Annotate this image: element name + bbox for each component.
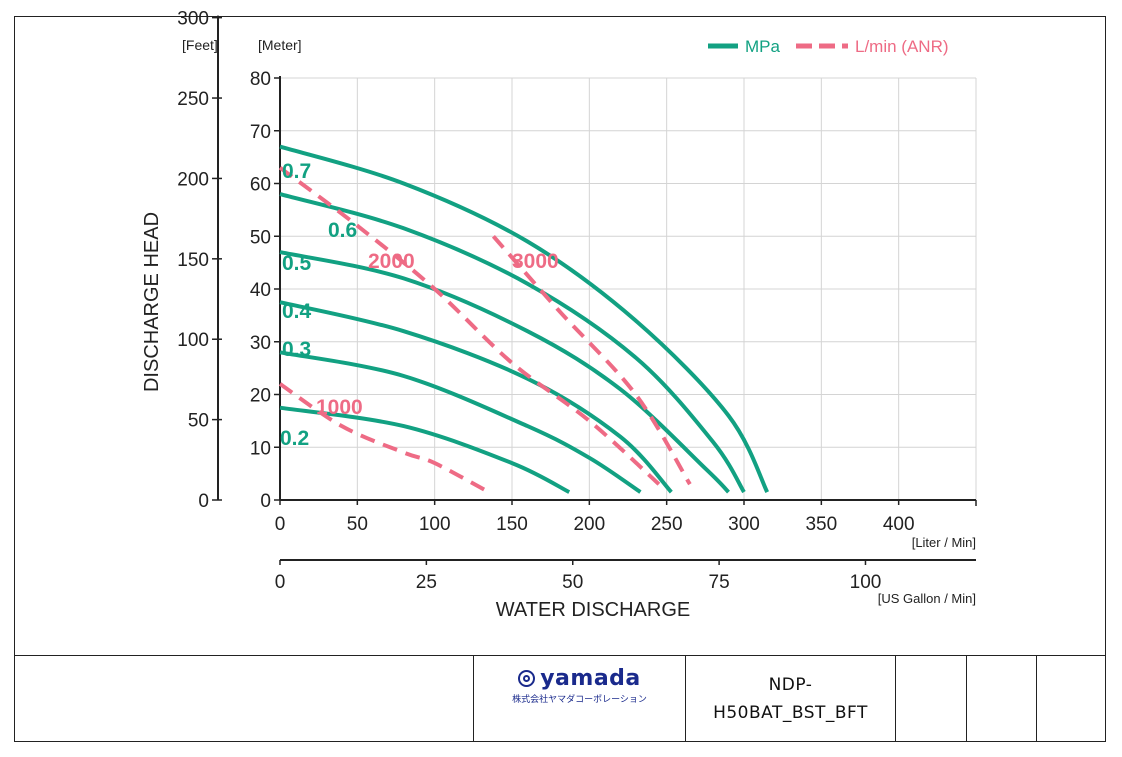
curve-label-0.5: 0.5	[282, 252, 312, 275]
anr-curve-3000	[491, 234, 692, 486]
legend-anr-label: L/min (ANR)	[855, 37, 949, 56]
x-tick-label-gallon: 25	[416, 572, 437, 593]
y-tick-label-feet: 0	[198, 491, 209, 512]
x-tick-label-gallon: 0	[275, 572, 286, 593]
y-tick-label-feet: 50	[188, 411, 209, 432]
mpa-curve-0.7	[279, 144, 770, 493]
chart-grid	[280, 77, 977, 500]
curve-label-1000: 1000	[316, 396, 363, 419]
y-tick-label-feet: 200	[177, 169, 209, 190]
drawing-frame	[14, 16, 1106, 742]
y-unit-meter: [Meter]	[258, 37, 302, 53]
title-block-cell-5	[1036, 656, 1106, 742]
title-block: yamada 株式会社ヤマダコーポレーション NDP- H50BAT_BST_B…	[14, 655, 1106, 742]
y-tick-label-meter: 10	[250, 438, 271, 459]
y-tick-label-meter: 70	[250, 122, 271, 143]
anr-curve-1000	[278, 382, 490, 494]
y-unit-feet: [Feet]	[182, 37, 218, 53]
x-unit-liter: [Liter / Min]	[912, 535, 976, 550]
x-tick-label-liter: 0	[275, 514, 286, 535]
model-number-cell: NDP- H50BAT_BST_BFT	[685, 656, 895, 742]
chart-legend: MPa L/min (ANR)	[708, 37, 949, 56]
legend-mpa-label: MPa	[745, 37, 781, 56]
mpa-curve-0.4	[279, 300, 673, 494]
x-tick-label-liter: 100	[419, 514, 451, 535]
y-tick-label-feet: 300	[177, 9, 209, 30]
logo-text: yamada	[540, 666, 641, 691]
curve-label-0.6: 0.6	[328, 219, 357, 242]
y-tick-label-meter: 40	[250, 280, 271, 301]
curve-label-0.3: 0.3	[282, 338, 311, 361]
x-tick-label-liter: 400	[883, 514, 915, 535]
y-tick-label-meter: 0	[260, 491, 271, 512]
y-tick-label-meter: 80	[250, 69, 271, 90]
logo-subtext: 株式会社ヤマダコーポレーション	[512, 694, 647, 704]
model-line-2: H50BAT_BST_BFT	[713, 703, 868, 723]
yamada-logo: yamada	[518, 668, 641, 690]
curve-label-0.7: 0.7	[282, 160, 311, 183]
curve-label-0.2: 0.2	[280, 427, 309, 450]
anr-curve-2000	[278, 166, 661, 486]
title-block-cell-3	[895, 656, 966, 742]
x-tick-label-liter: 50	[347, 514, 368, 535]
yamada-logo-icon	[518, 670, 536, 687]
x-tick-label-gallon: 100	[850, 572, 882, 593]
model-line-1: NDP-	[768, 675, 813, 695]
y-tick-label-meter: 20	[250, 386, 271, 407]
x-axis-label: WATER DISCHARGE	[496, 599, 690, 621]
y-tick-label-meter: 50	[250, 227, 271, 248]
y-tick-label-meter: 30	[250, 333, 271, 354]
x-tick-label-liter: 300	[728, 514, 760, 535]
mpa-curve-0.6	[279, 192, 746, 494]
x-tick-label-liter: 150	[496, 514, 528, 535]
title-block-cell-4	[966, 656, 1036, 742]
curve-label-0.4: 0.4	[282, 300, 312, 323]
curve-label-3000: 3000	[512, 250, 559, 273]
y-tick-label-meter: 60	[250, 175, 271, 196]
x-tick-label-liter: 200	[573, 514, 605, 535]
mpa-curve-0.5	[279, 250, 730, 494]
mpa-curve-0.3	[279, 350, 642, 494]
y-tick-label-feet: 250	[177, 89, 209, 110]
chart-series	[278, 144, 770, 494]
x-tick-label-gallon: 75	[709, 572, 730, 593]
y-tick-label-feet: 100	[177, 330, 209, 351]
x-tick-label-gallon: 50	[562, 572, 583, 593]
x-unit-gallon: [US Gallon / Min]	[878, 591, 976, 606]
x-tick-label-liter: 250	[651, 514, 683, 535]
y-axis-label: DISCHARGE HEAD	[141, 212, 163, 392]
chart-curve-labels: 0.7 0.6 0.5 0.4 0.3 0.2 2000 3000 1000	[280, 160, 559, 450]
y-tick-label-feet: 150	[177, 250, 209, 271]
logo-cell: yamada 株式会社ヤマダコーポレーション	[473, 656, 685, 742]
curve-label-2000: 2000	[368, 250, 415, 273]
mpa-curve-0.2	[279, 405, 571, 494]
x-tick-label-liter: 350	[805, 514, 837, 535]
